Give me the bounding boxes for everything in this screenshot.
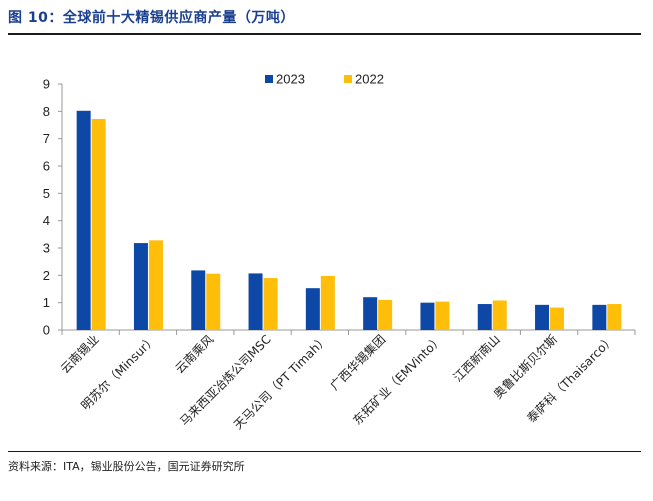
x-tick-label: 云南锡业 xyxy=(57,332,102,377)
y-tick-label: 1 xyxy=(43,295,50,310)
source-note: 资料来源：ITA，锡业股份公告，国元证券研究所 xyxy=(8,460,245,473)
bar-2022-10 xyxy=(607,304,622,330)
y-tick-label: 7 xyxy=(43,131,50,146)
legend-swatch-2023 xyxy=(265,75,273,83)
bar-2022-7 xyxy=(435,301,450,330)
y-tick-label: 8 xyxy=(43,104,50,119)
bars xyxy=(76,110,622,330)
bar-2023-7 xyxy=(420,302,435,330)
bar-2022-5 xyxy=(320,275,335,330)
bar-2023-9 xyxy=(535,304,550,330)
bar-2023-10 xyxy=(592,304,607,330)
title-rule xyxy=(8,33,641,35)
legend-swatch-2022 xyxy=(344,75,352,83)
y-tick-label: 2 xyxy=(43,268,50,283)
bar-2023-6 xyxy=(363,297,378,330)
y-tick-label: 4 xyxy=(43,213,50,228)
bar-2022-2 xyxy=(148,240,163,330)
bar-2023-5 xyxy=(305,288,320,330)
y-tick-label: 9 xyxy=(43,77,50,92)
y-tick-label: 6 xyxy=(43,159,50,174)
y-tick-label: 5 xyxy=(43,186,50,201)
footer-rule xyxy=(8,451,641,452)
bar-2023-3 xyxy=(191,270,206,330)
y-tick-label: 3 xyxy=(43,241,50,256)
y-tick-label: 0 xyxy=(43,323,50,338)
figure-title: 图 10：全球前十大精锡供应商产量（万吨） xyxy=(8,10,295,26)
legend: 2023 2022 xyxy=(265,72,384,87)
x-tick-label: 江西新南山 xyxy=(450,332,503,385)
bar-2023-2 xyxy=(133,243,148,330)
x-tick-label: 天马公司（PT Timah） xyxy=(231,332,331,432)
x-tick-label: 马来西亚冶炼公司MSC xyxy=(177,332,274,429)
bar-2022-9 xyxy=(550,307,565,330)
y-axis: 0 1 2 3 4 5 6 7 8 9 xyxy=(43,77,63,338)
legend-label-2022: 2022 xyxy=(355,72,384,87)
bar-2023-4 xyxy=(248,273,263,330)
bar-2023-1 xyxy=(76,110,91,330)
x-tick-label: 广西华锡集团 xyxy=(327,332,389,394)
legend-label-2023: 2023 xyxy=(276,72,305,87)
bar-2022-4 xyxy=(263,278,278,330)
bar-2022-8 xyxy=(492,300,507,330)
bar-2022-6 xyxy=(378,299,393,330)
x-tick-label: 云南乘风 xyxy=(172,332,217,377)
bar-2023-8 xyxy=(477,304,492,330)
bar-2022-1 xyxy=(91,118,106,330)
bar-2022-3 xyxy=(206,273,221,330)
